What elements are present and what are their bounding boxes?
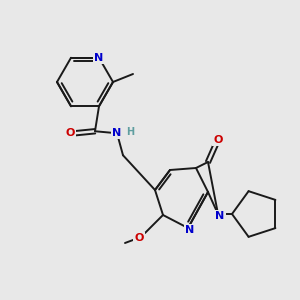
Text: N: N xyxy=(112,128,122,138)
Text: N: N xyxy=(185,225,195,235)
Text: O: O xyxy=(65,128,75,138)
Text: H: H xyxy=(126,127,134,137)
Text: N: N xyxy=(215,211,225,221)
Text: N: N xyxy=(94,53,103,63)
Text: O: O xyxy=(134,233,144,243)
Text: O: O xyxy=(213,135,223,145)
